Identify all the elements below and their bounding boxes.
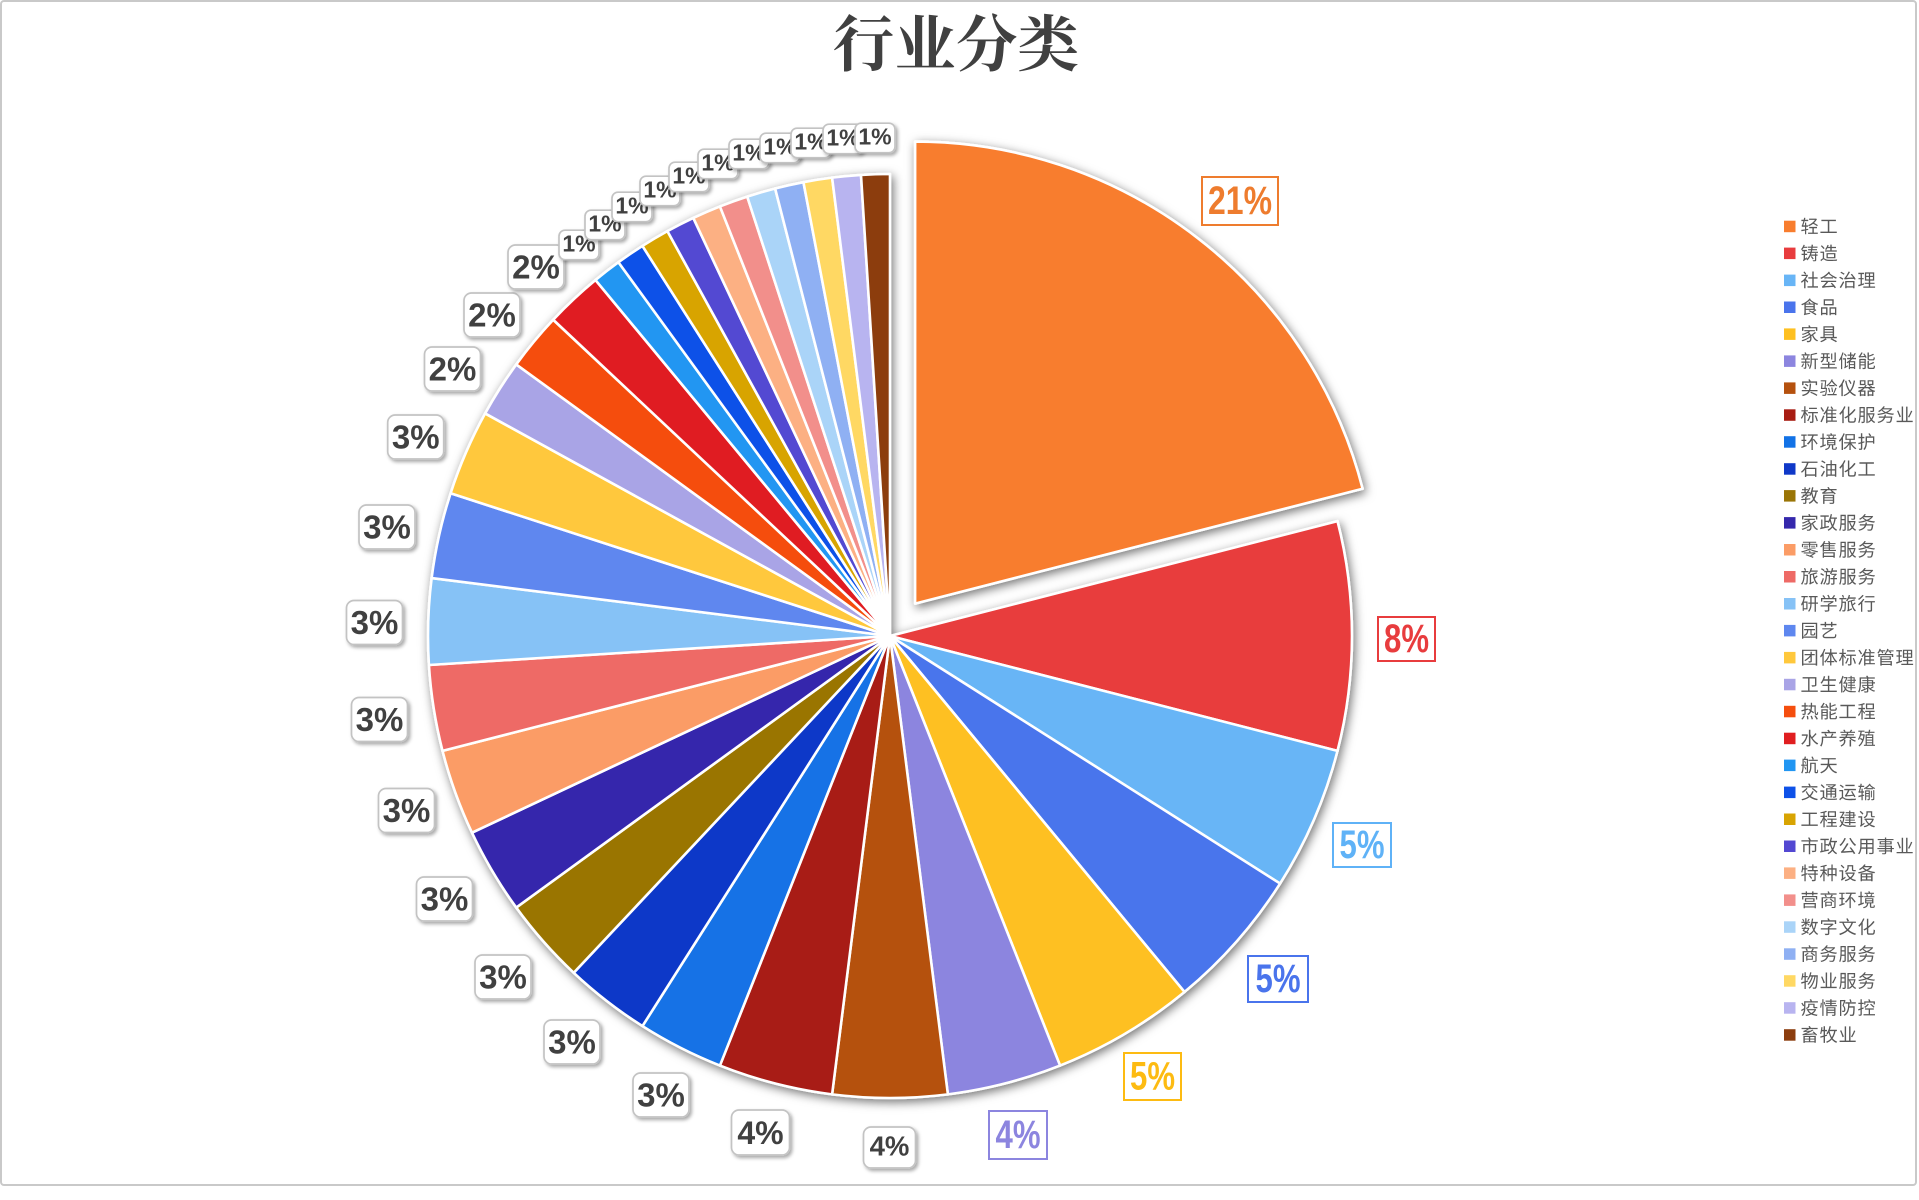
svg-text:3%: 3%	[356, 701, 404, 738]
svg-text:5%: 5%	[1256, 957, 1301, 1001]
svg-text:1%: 1%	[826, 125, 859, 151]
svg-text:3%: 3%	[637, 1077, 685, 1114]
svg-text:3%: 3%	[363, 509, 411, 546]
svg-text:2%: 2%	[512, 249, 560, 286]
svg-text:3%: 3%	[392, 419, 440, 456]
svg-text:5%: 5%	[1130, 1055, 1175, 1099]
svg-text:1%: 1%	[794, 129, 827, 155]
svg-text:21%: 21%	[1208, 179, 1272, 223]
svg-text:8%: 8%	[1384, 617, 1429, 661]
svg-text:3%: 3%	[548, 1024, 596, 1061]
svg-text:5%: 5%	[1340, 823, 1385, 867]
svg-text:3%: 3%	[383, 792, 431, 829]
svg-text:2%: 2%	[468, 297, 516, 334]
svg-text:3%: 3%	[421, 881, 469, 918]
svg-text:4%: 4%	[737, 1115, 783, 1151]
svg-text:4%: 4%	[996, 1113, 1041, 1157]
svg-text:2%: 2%	[429, 351, 477, 388]
svg-text:3%: 3%	[479, 959, 527, 996]
svg-text:4%: 4%	[870, 1131, 910, 1162]
svg-text:3%: 3%	[351, 604, 399, 641]
svg-text:1%: 1%	[858, 124, 891, 150]
